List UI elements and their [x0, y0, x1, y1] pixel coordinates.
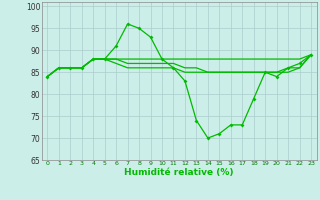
X-axis label: Humidité relative (%): Humidité relative (%): [124, 168, 234, 177]
